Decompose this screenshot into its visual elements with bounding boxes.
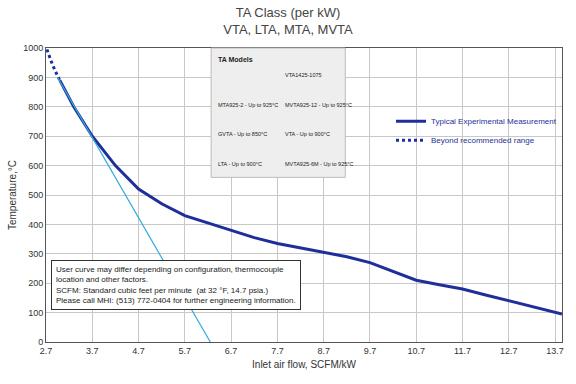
svg-text:10.7: 10.7	[407, 346, 425, 356]
svg-text:7.7: 7.7	[271, 346, 284, 356]
svg-text:200: 200	[28, 278, 43, 288]
svg-text:100: 100	[28, 308, 43, 318]
svg-text:GVTA - Up to 850°C: GVTA - Up to 850°C	[218, 131, 267, 137]
svg-text:800: 800	[28, 102, 43, 112]
svg-text:9.7: 9.7	[364, 346, 377, 356]
svg-text:4.7: 4.7	[132, 346, 145, 356]
svg-text:VTA1425-1075: VTA1425-1075	[285, 72, 322, 78]
svg-text:2.7: 2.7	[40, 346, 53, 356]
svg-text:12.7: 12.7	[500, 346, 518, 356]
svg-text:600: 600	[28, 161, 43, 171]
svg-text:TA Models: TA Models	[218, 56, 253, 63]
svg-text:8.7: 8.7	[317, 346, 330, 356]
svg-text:13.7: 13.7	[546, 346, 564, 356]
svg-text:MVTA925-12 - Up to 925°C: MVTA925-12 - Up to 925°C	[285, 102, 352, 108]
svg-text:Temperature,°C: Temperature,°C	[7, 160, 18, 230]
svg-text:900: 900	[28, 73, 43, 83]
svg-text:700: 700	[28, 131, 43, 141]
svg-text:1000: 1000	[23, 43, 43, 53]
svg-text:0: 0	[38, 337, 43, 347]
svg-text:Inlet air flow, SCFM/kW: Inlet air flow, SCFM/kW	[252, 359, 356, 370]
svg-text:3.7: 3.7	[86, 346, 99, 356]
svg-text:LTA - Up to 900°C: LTA - Up to 900°C	[218, 161, 262, 167]
svg-text:TA Class (per kW)VTA, LTA, MTA: TA Class (per kW)VTA, LTA, MTA, MVTA	[223, 5, 353, 37]
svg-text:500: 500	[28, 190, 43, 200]
svg-text:11.7: 11.7	[454, 346, 471, 356]
svg-text:6.7: 6.7	[225, 346, 238, 356]
svg-text:300: 300	[28, 249, 43, 259]
svg-text:Typical Experimental Measureme: Typical Experimental Measurement	[431, 117, 557, 126]
svg-text:User curve may differ dependin: User curve may differ depending on confi…	[56, 265, 296, 305]
svg-text:5.7: 5.7	[179, 346, 192, 356]
svg-text:MVTA925-6M - Up to 925°C: MVTA925-6M - Up to 925°C	[285, 161, 353, 167]
svg-text:MTA925-2 - Up to 925°C: MTA925-2 - Up to 925°C	[218, 102, 278, 108]
svg-text:400: 400	[28, 220, 43, 230]
svg-text:VTA - Up to 900°C: VTA - Up to 900°C	[285, 131, 330, 137]
svg-text:Beyond recommended range: Beyond recommended range	[431, 136, 535, 145]
